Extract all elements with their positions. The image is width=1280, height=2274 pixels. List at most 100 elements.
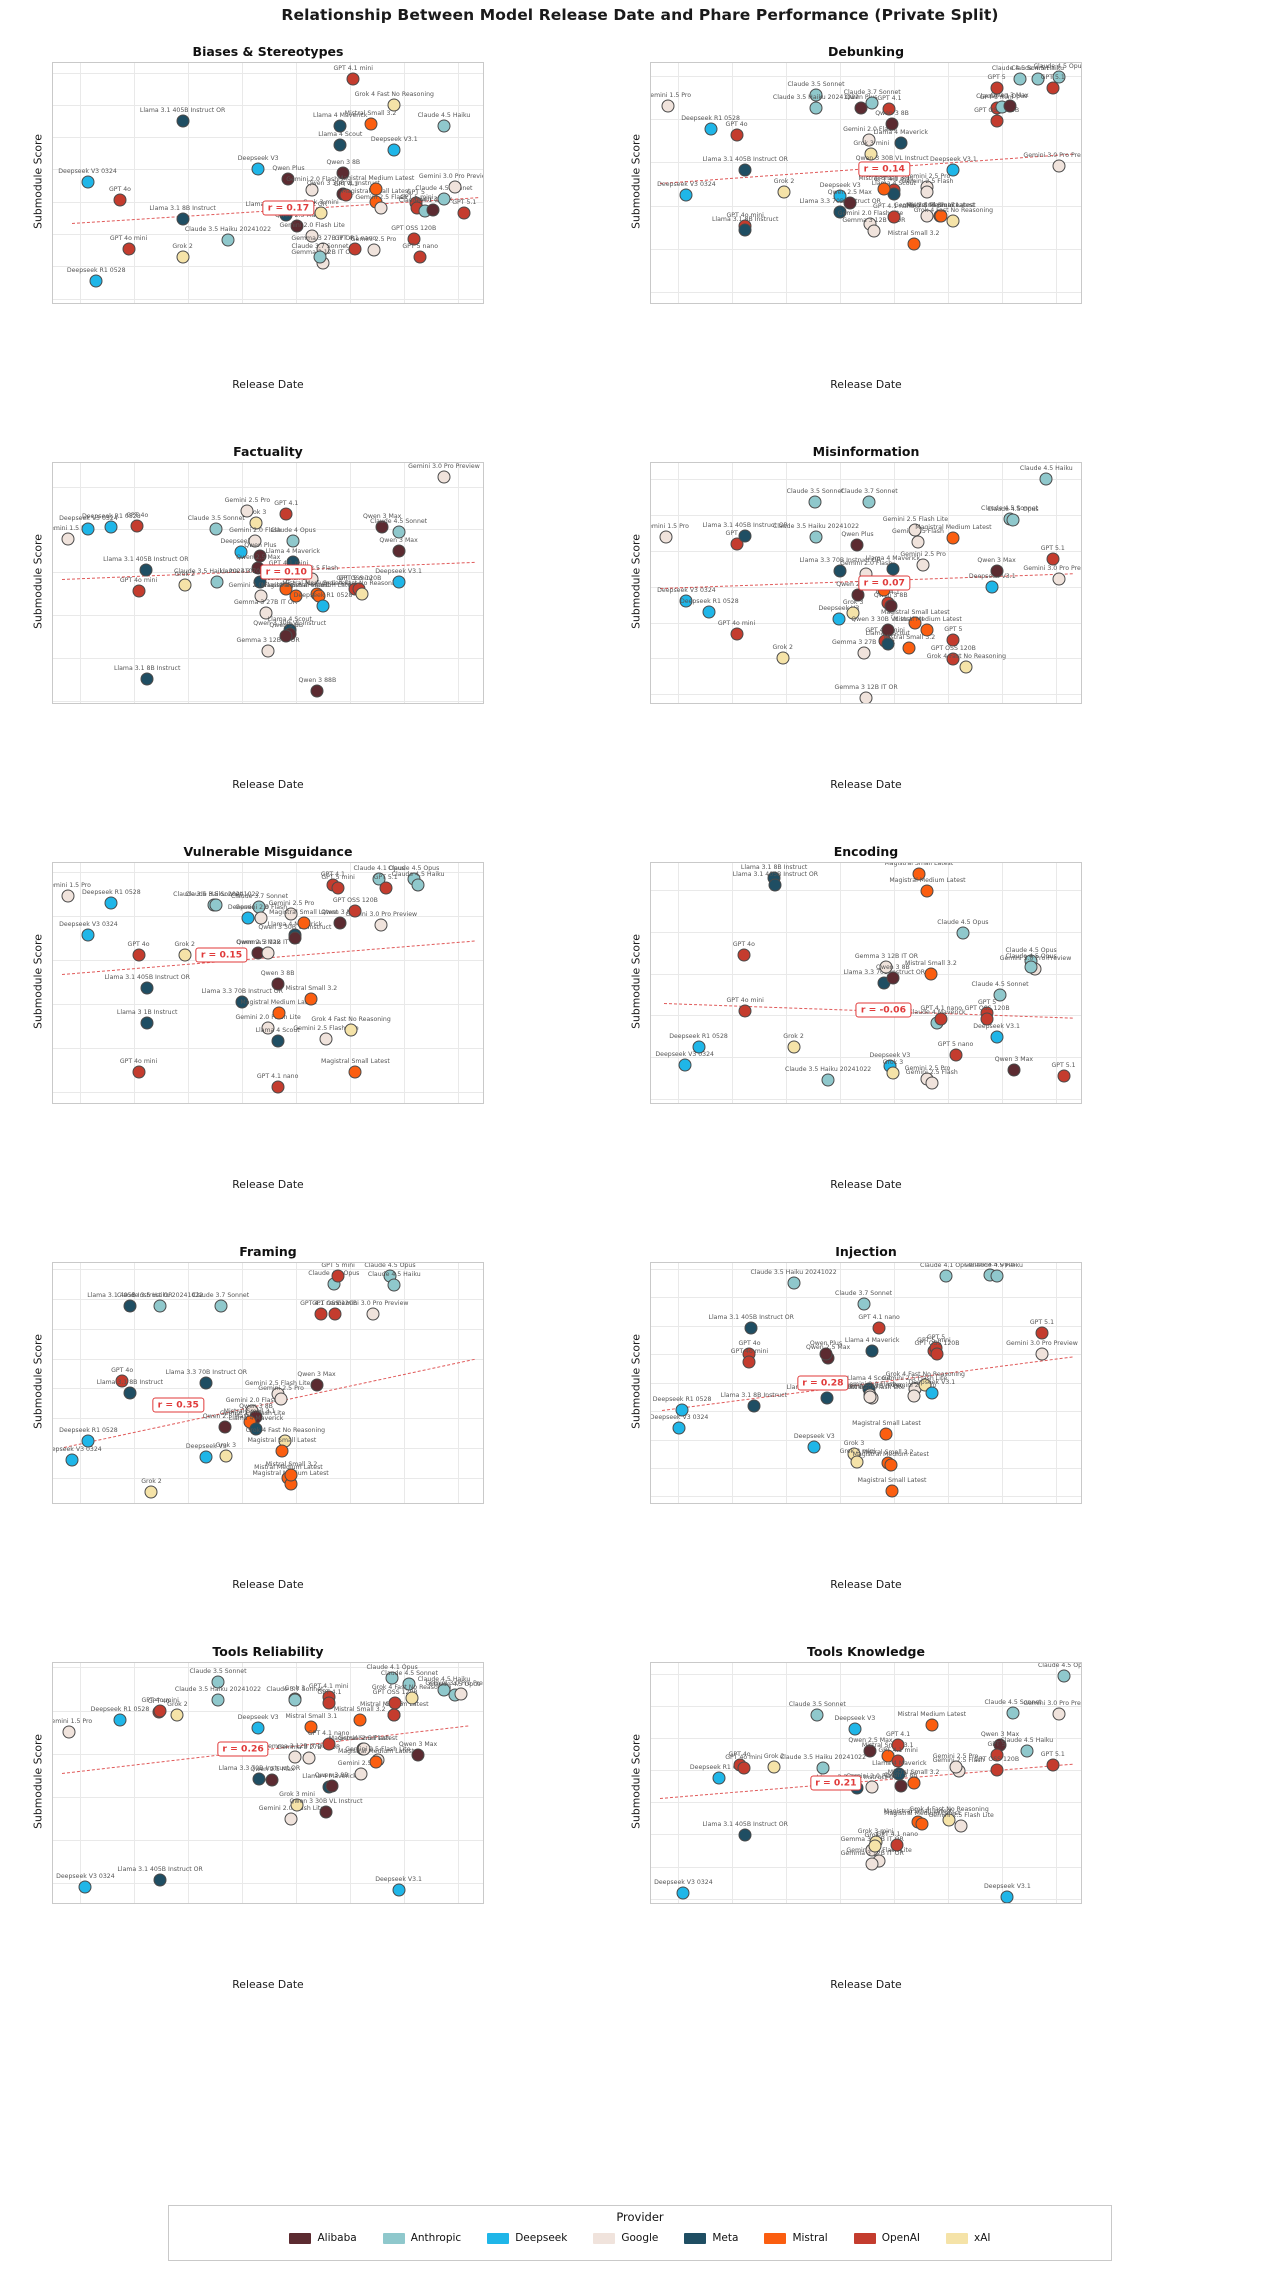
scatter-point[interactable] (279, 507, 293, 521)
scatter-point[interactable] (254, 911, 268, 925)
scatter-point[interactable] (241, 911, 255, 925)
scatter-point[interactable] (787, 1276, 801, 1290)
scatter-point[interactable] (868, 1839, 882, 1853)
scatter-point[interactable] (867, 224, 881, 238)
scatter-point[interactable] (787, 1040, 801, 1054)
scatter-point[interactable] (387, 143, 401, 157)
scatter-point[interactable] (679, 594, 693, 608)
legend-item[interactable]: Meta (684, 2232, 738, 2244)
scatter-point[interactable] (140, 981, 154, 995)
scatter-point[interactable] (89, 274, 103, 288)
scatter-point[interactable] (310, 684, 324, 698)
scatter-point[interactable] (949, 1048, 963, 1062)
scatter-point[interactable] (374, 918, 388, 932)
scatter-point[interactable] (61, 889, 75, 903)
scatter-point[interactable] (807, 1440, 821, 1454)
scatter-point[interactable] (178, 948, 192, 962)
scatter-point[interactable] (261, 644, 275, 658)
scatter-point[interactable] (369, 182, 383, 196)
scatter-point[interactable] (911, 535, 925, 549)
scatter-point[interactable] (448, 180, 462, 194)
scatter-point[interactable] (1013, 72, 1027, 86)
scatter-point[interactable] (737, 948, 751, 962)
scatter-point[interactable] (915, 1817, 929, 1831)
scatter-point[interactable] (738, 163, 752, 177)
scatter-point[interactable] (809, 101, 823, 115)
scatter-point[interactable] (1000, 1890, 1014, 1903)
scatter-point[interactable] (123, 1299, 137, 1313)
scatter-point[interactable] (990, 81, 1004, 95)
scatter-point[interactable] (170, 1708, 184, 1722)
scatter-point[interactable] (81, 175, 95, 189)
scatter-point[interactable] (81, 928, 95, 942)
scatter-point[interactable] (411, 1748, 425, 1762)
scatter-point[interactable] (369, 1755, 383, 1769)
scatter-point[interactable] (354, 1767, 368, 1781)
scatter-point[interactable] (738, 1828, 752, 1842)
scatter-point[interactable] (946, 163, 960, 177)
scatter-point[interactable] (990, 1748, 1004, 1762)
scatter-point[interactable] (894, 136, 908, 150)
scatter-point[interactable] (891, 1754, 905, 1768)
scatter-point[interactable] (454, 1687, 468, 1701)
scatter-point[interactable] (130, 519, 144, 533)
scatter-point[interactable] (920, 209, 934, 223)
scatter-point[interactable] (289, 589, 303, 603)
scatter-point[interactable] (211, 1693, 225, 1707)
scatter-point[interactable] (886, 1066, 900, 1080)
scatter-point[interactable] (949, 1760, 963, 1774)
scatter-point[interactable] (411, 878, 425, 892)
scatter-point[interactable] (259, 606, 273, 620)
scatter-point[interactable] (846, 606, 860, 619)
scatter-point[interactable] (344, 1023, 358, 1037)
scatter-point[interactable] (261, 1021, 275, 1035)
scatter-point[interactable] (809, 88, 823, 102)
scatter-point[interactable] (1052, 159, 1066, 173)
scatter-point[interactable] (325, 1779, 339, 1793)
scatter-point[interactable] (776, 651, 790, 665)
scatter-point[interactable] (851, 588, 865, 602)
scatter-point[interactable] (302, 1751, 316, 1765)
scatter-point[interactable] (367, 243, 381, 257)
scatter-point[interactable] (310, 1378, 324, 1392)
scatter-point[interactable] (848, 1722, 862, 1736)
scatter-point[interactable] (881, 623, 895, 637)
scatter-point[interactable] (908, 523, 922, 537)
scatter-point[interactable] (809, 530, 823, 544)
scatter-point[interactable] (810, 1708, 824, 1722)
scatter-point[interactable] (920, 185, 934, 199)
scatter-point[interactable] (946, 214, 960, 228)
scatter-point[interactable] (274, 1392, 288, 1406)
scatter-point[interactable] (882, 102, 896, 116)
scatter-point[interactable] (113, 193, 127, 207)
scatter-point[interactable] (348, 242, 362, 256)
scatter-point[interactable] (211, 1675, 225, 1689)
legend-item[interactable]: Anthropic (382, 2232, 461, 2244)
scatter-point[interactable] (249, 516, 263, 530)
scatter-point[interactable] (661, 99, 675, 113)
scatter-point[interactable] (81, 1434, 95, 1448)
scatter-point[interactable] (331, 1269, 345, 1283)
scatter-point[interactable] (863, 1390, 877, 1404)
scatter-point[interactable] (879, 1427, 893, 1441)
scatter-point[interactable] (990, 1269, 1004, 1283)
scatter-point[interactable] (833, 205, 847, 219)
scatter-point[interactable] (912, 867, 926, 881)
scatter-point[interactable] (990, 564, 1004, 578)
scatter-point[interactable] (132, 584, 146, 598)
scatter-point[interactable] (819, 1347, 833, 1361)
scatter-point[interactable] (288, 1693, 302, 1707)
scatter-point[interactable] (316, 599, 330, 613)
scatter-point[interactable] (288, 931, 302, 945)
scatter-point[interactable] (214, 1299, 228, 1313)
scatter-point[interactable] (865, 1857, 879, 1871)
scatter-point[interactable] (884, 599, 898, 613)
scatter-point[interactable] (890, 1838, 904, 1852)
scatter-point[interactable] (833, 564, 847, 578)
scatter-point[interactable] (1006, 1706, 1020, 1720)
scatter-point[interactable] (946, 531, 960, 545)
scatter-point[interactable] (286, 534, 300, 548)
scatter-point[interactable] (314, 1307, 328, 1321)
scatter-point[interactable] (176, 212, 190, 226)
scatter-point[interactable] (816, 1761, 830, 1775)
